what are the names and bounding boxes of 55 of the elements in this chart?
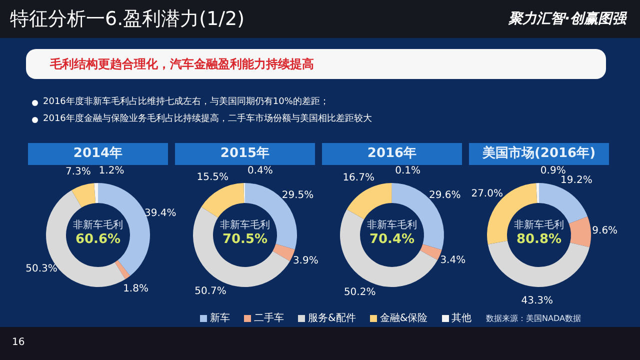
legend-label: 服务&配件 — [307, 312, 356, 325]
data-label: 39.4% — [144, 208, 176, 219]
data-label: 3.4% — [440, 254, 466, 266]
text: 非新车毛利 — [513, 219, 565, 233]
text: 2016年度金融与保险业务毛利占比持续提高，二手车市场份额与美国相比差距较大 — [43, 112, 372, 126]
text: 毛利结构更趋合理化，汽车金融盈利能力持续提高 — [50, 56, 314, 73]
donut-slice — [420, 244, 442, 260]
data-label: 7.3% — [65, 166, 91, 178]
text: 非新车毛利 — [72, 219, 124, 233]
data-label: 3.9% — [292, 256, 318, 267]
chart-title: 美国市场(2016年) — [469, 143, 609, 165]
data-label: 0.1% — [395, 166, 420, 176]
donut-slice — [94, 183, 98, 204]
text: 非新车毛利 — [219, 219, 271, 233]
source-note: 数据来源：美国NADA数据 — [486, 313, 581, 324]
donut-slice — [346, 183, 392, 220]
data-label: 1.2% — [98, 166, 124, 177]
data-label: 0.9% — [540, 166, 566, 177]
donut-slice — [201, 183, 244, 218]
legend-label: 二手车 — [253, 312, 284, 325]
data-label: 50.7% — [194, 286, 226, 297]
text: 60.6% — [74, 232, 122, 247]
data-label: 9.6% — [592, 225, 618, 236]
data-label: 1.8% — [123, 284, 148, 295]
data-label: 16.7% — [342, 172, 374, 184]
data-label: 43.3% — [521, 295, 554, 306]
text: 70.5% — [221, 232, 269, 247]
data-label: 19.2% — [560, 175, 592, 186]
data-label: 50.3% — [26, 264, 58, 275]
data-label: 29.5% — [282, 190, 314, 201]
legend-label: 其他 — [450, 312, 472, 325]
text: 80.8% — [515, 232, 563, 247]
text: 2016年度非新车毛利占比维持七成左右，与美国同期仍有10%的差距； — [43, 96, 329, 109]
text: 非新车毛利 — [366, 219, 418, 233]
legend-label: 金融&保险 — [378, 312, 428, 325]
text: 16 — [12, 337, 25, 348]
donut-slice — [193, 206, 290, 287]
chart-title: 2016年 — [322, 143, 462, 165]
data-label: 50.2% — [344, 287, 376, 298]
donut-slice — [568, 216, 591, 248]
chart-title: 2015年 — [175, 143, 315, 165]
text: 聚力汇智·创赢图强 — [508, 10, 626, 28]
data-label: 27.0% — [471, 188, 503, 200]
chart-title: 2014年 — [28, 143, 168, 165]
donut-slice — [536, 183, 539, 204]
data-label: 0.4% — [247, 166, 273, 177]
donut-slice — [340, 209, 438, 287]
text: 特征分析一6.盈利潜力(1/2) — [10, 7, 245, 32]
donut-slice — [72, 183, 96, 208]
donut-slice — [114, 260, 130, 280]
legend-label: 新车 — [209, 312, 230, 325]
donut-slice — [272, 244, 295, 262]
data-label: 15.5% — [196, 172, 229, 183]
data-label: 29.6% — [429, 190, 461, 202]
text: 70.4% — [368, 232, 416, 247]
